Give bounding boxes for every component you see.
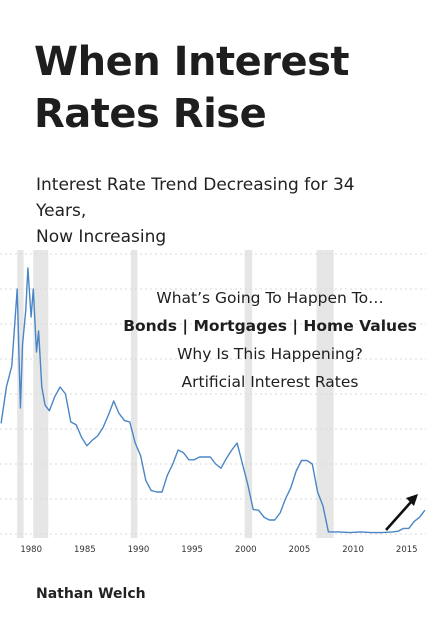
question-line-2: Bonds | Mortgages | Home Values — [123, 317, 417, 335]
x-tick-label: 2000 — [235, 545, 257, 555]
x-tick-label: 2010 — [342, 545, 364, 555]
grid-lines — [0, 253, 426, 535]
recession-band-3 — [244, 250, 253, 538]
question-line-4: Artificial Interest Rates — [181, 373, 359, 391]
trend-arrow-icon — [385, 494, 418, 531]
cover-questions: What’s Going To Happen To… Bonds | Mortg… — [110, 284, 426, 396]
x-tick-label: 1985 — [74, 545, 96, 555]
question-line-1: What’s Going To Happen To… — [156, 289, 384, 307]
book-subtitle: Interest Rate Trend Decreasing for 34 Ye… — [36, 172, 406, 250]
question-line-3: Why Is This Happening? — [177, 345, 363, 363]
rate-line — [0, 267, 426, 534]
arrow-shaft — [385, 496, 416, 531]
x-tick-label: 2005 — [289, 545, 311, 555]
x-tick-label: 1995 — [181, 545, 203, 555]
title-line-2: Rates Rise — [34, 91, 267, 137]
x-tick-label: 1980 — [20, 545, 42, 555]
title-line-1: When Interest — [34, 39, 350, 85]
x-axis-ticks: 1980 1985 1990 1995 2000 2005 2010 2015 — [20, 545, 417, 555]
x-tick-label: 2015 — [396, 545, 418, 555]
arrow-head — [406, 494, 418, 506]
recession-band-2 — [130, 250, 138, 538]
subtitle-line-1: Interest Rate Trend Decreasing for 34 Ye… — [36, 175, 355, 221]
subtitle-line-2: Now Increasing — [36, 227, 167, 247]
x-tick-label: 1990 — [128, 545, 150, 555]
book-title: When Interest Rates Rise — [34, 36, 414, 140]
author-name: Nathan Welch — [36, 586, 146, 602]
interest-rate-chart: 1980 1985 1990 1995 2000 2005 2010 2015 — [0, 250, 426, 560]
series-group — [0, 267, 426, 534]
chart-canvas: 1980 1985 1990 1995 2000 2005 2010 2015 — [0, 250, 426, 555]
